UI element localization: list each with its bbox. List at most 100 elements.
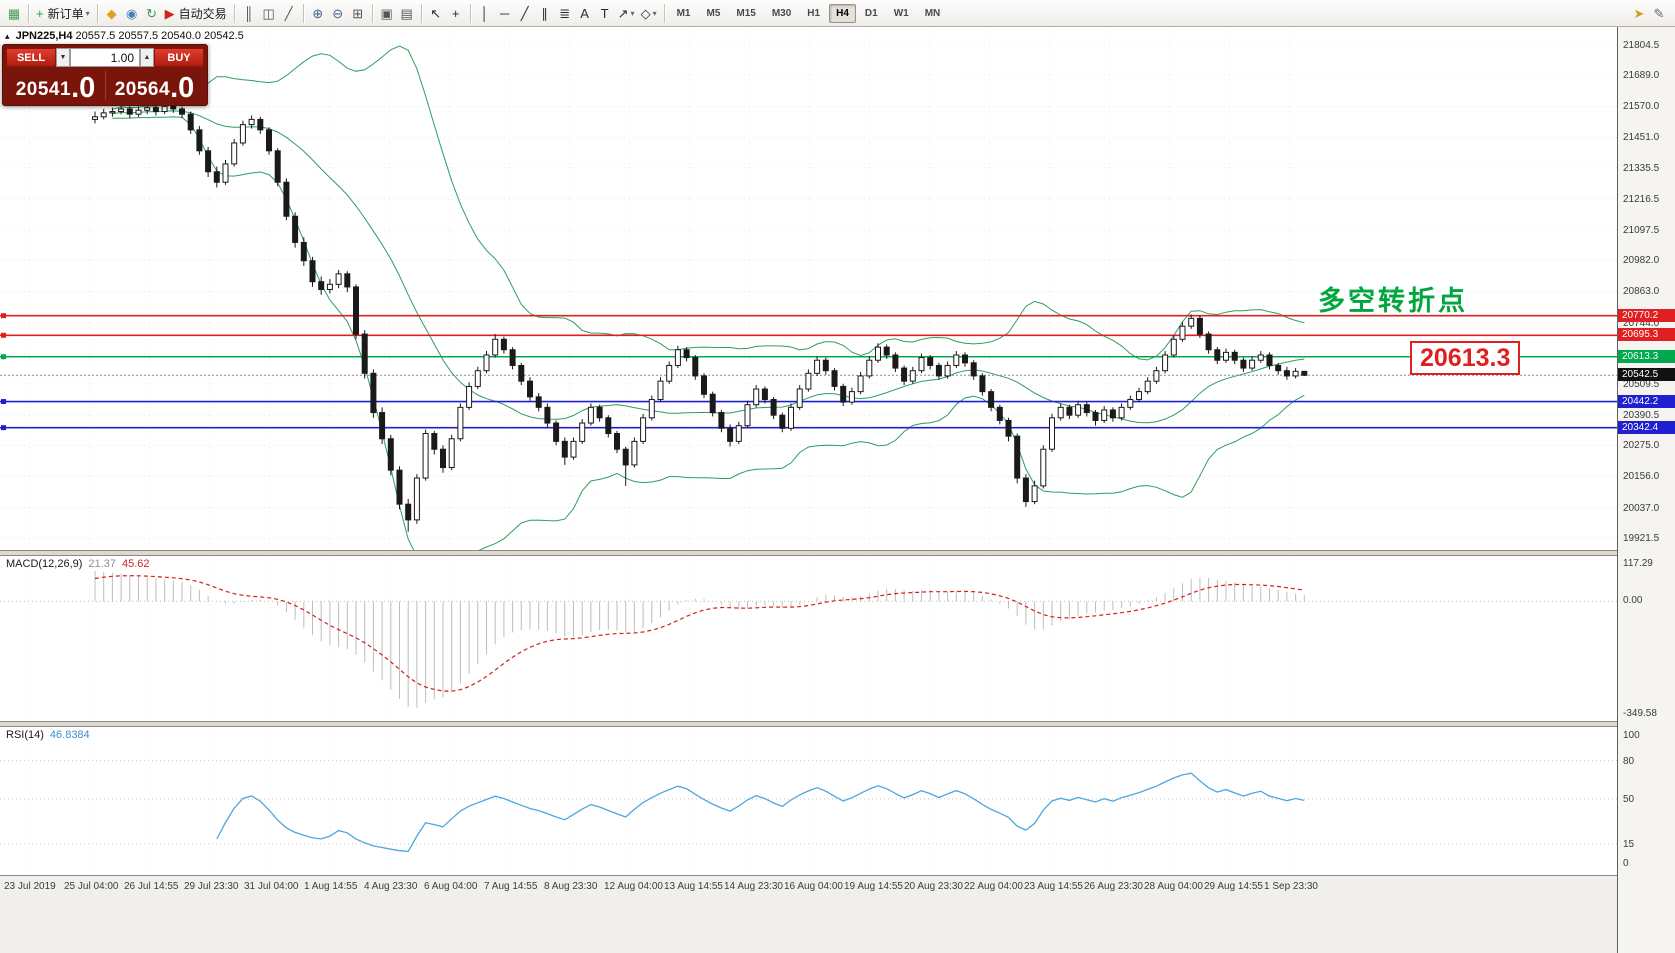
- chevron-down-icon: ▾: [652, 8, 657, 18]
- oneclick-collapse-icon[interactable]: ▴: [5, 31, 10, 41]
- cursor-icon[interactable]: ↖: [426, 2, 446, 24]
- buy-price[interactable]: 20564.0: [114, 72, 195, 105]
- text-icon[interactable]: A: [575, 2, 595, 24]
- fibonacci-icon: ≣: [559, 5, 571, 21]
- toolbar-separator: [28, 3, 29, 23]
- toolbar-separator: [302, 3, 304, 23]
- timeframe-m5[interactable]: M5: [706, 7, 721, 19]
- time-axis-label: 25 Jul 04:00: [64, 881, 119, 892]
- zoom-in-icon[interactable]: ⊕: [308, 2, 328, 24]
- buy-button[interactable]: BUY: [154, 48, 204, 67]
- macd-panel[interactable]: MACD(12,26,9) 21.37 45.62: [0, 556, 1617, 721]
- sell-button[interactable]: SELL: [6, 48, 56, 67]
- fibonacci-icon[interactable]: ≣: [555, 2, 575, 24]
- shapes-icon[interactable]: ◇ ▾: [638, 2, 660, 24]
- timeframe-m1[interactable]: M1: [676, 7, 691, 19]
- bollinger-middle: [112, 110, 1305, 424]
- timeframe-h4[interactable]: H4: [829, 3, 856, 23]
- candlestick-chart[interactable]: [0, 27, 1617, 550]
- price-axis-label: 0: [1623, 858, 1629, 869]
- arrows-icon[interactable]: ↗ ▾: [615, 2, 638, 24]
- cascade-windows-icon[interactable]: ▤: [397, 2, 417, 24]
- volume-down-button[interactable]: ▼: [56, 48, 70, 67]
- crosshair-icon[interactable]: +: [446, 2, 466, 24]
- autotrading-button[interactable]: ▶ 自动交易: [162, 2, 230, 24]
- timeframe-m30[interactable]: M30: [771, 7, 792, 19]
- price-axis-label: 20744.0: [1623, 317, 1660, 329]
- time-axis-label: 22 Aug 04:00: [964, 881, 1023, 892]
- price-tag[interactable]: 20695.3: [1618, 328, 1675, 342]
- horizontal-line-icon: ─: [500, 5, 510, 21]
- arrange-windows-icon[interactable]: ▣: [377, 2, 397, 24]
- price-tag[interactable]: 20613.3: [1618, 349, 1675, 363]
- time-axis: 23 Jul 2019 25 Jul 04:00 26 Jul 14:55 29 Ju…: [0, 875, 1617, 897]
- line-chart-icon[interactable]: ╱: [279, 2, 299, 24]
- cascade-windows-icon: ▤: [400, 5, 413, 21]
- volume-input[interactable]: 1.00: [70, 48, 140, 67]
- time-axis-label: 14 Aug 23:30: [724, 881, 783, 892]
- chart-window: ▴ JPN225,H4 20557.5 20557.5 20540.0 2054…: [0, 27, 1675, 953]
- bollinger-upper: [112, 45, 1305, 361]
- rsi-panel[interactable]: RSI(14) 46.8384: [0, 727, 1617, 875]
- timeframe-h1[interactable]: H1: [807, 7, 821, 19]
- new-order-button-label: 新订单: [47, 6, 84, 21]
- profiles-icon[interactable]: ◆: [102, 2, 122, 24]
- price-tag[interactable]: 20542.5: [1618, 368, 1675, 382]
- bar-chart-icon[interactable]: ║: [239, 2, 259, 24]
- toolbar-separator: [469, 3, 471, 23]
- new-order-button[interactable]: + 新订单 ▾: [33, 2, 93, 24]
- tile-windows-icon[interactable]: ⊞: [348, 2, 368, 24]
- time-axis-label: 29 Aug 14:55: [1204, 881, 1263, 892]
- bottom-strip: [0, 897, 1617, 953]
- panel-splitter[interactable]: [0, 550, 1617, 556]
- new-chart-button[interactable]: ▦: [4, 2, 24, 24]
- time-axis-label: 31 Jul 04:00: [244, 881, 299, 892]
- zoom-out-icon[interactable]: ⊖: [328, 2, 348, 24]
- price-tag[interactable]: 20342.4: [1618, 420, 1675, 434]
- timeframe-mn[interactable]: MN: [924, 7, 941, 19]
- text-icon: A: [580, 5, 589, 21]
- profiles-icon: ◆: [106, 5, 117, 21]
- sell-price[interactable]: 20541.0: [15, 72, 96, 105]
- candlestick-chart-icon[interactable]: ◫: [259, 2, 279, 24]
- macd-chart[interactable]: [0, 556, 1617, 721]
- arrows-icon: ↗: [617, 5, 629, 21]
- price-callout-label[interactable]: 20613.3: [1410, 341, 1521, 375]
- market-watch-icon[interactable]: ◉: [122, 2, 142, 24]
- label-icon[interactable]: T: [595, 2, 615, 24]
- main-chart-panel[interactable]: ▴ JPN225,H4 20557.5 20557.5 20540.0 2054…: [0, 27, 1617, 550]
- edit-icon: ✎: [1653, 5, 1665, 21]
- time-axis-label: 8 Aug 23:30: [544, 881, 598, 892]
- price-axis-label: 0.00: [1623, 595, 1643, 607]
- panel-divider: [105, 71, 106, 100]
- price-axis-label: 20509.5: [1623, 378, 1660, 390]
- panel-splitter[interactable]: [0, 721, 1617, 727]
- timeframe-d1[interactable]: D1: [864, 7, 878, 19]
- new-order-button-icon: +: [36, 5, 44, 21]
- arrange-windows-icon: ▣: [380, 5, 393, 21]
- chevron-down-icon: ▾: [630, 8, 635, 18]
- rsi-label: RSI(14) 46.8384: [6, 729, 90, 741]
- edit-icon[interactable]: ✎: [1649, 2, 1669, 24]
- quick-message-icon: ➤: [1633, 5, 1645, 21]
- toolbar-separator: [96, 3, 98, 23]
- vertical-line-icon: │: [480, 5, 489, 21]
- price-axis-label: 20863.0: [1623, 286, 1660, 298]
- chart-text-annotation[interactable]: 多空转折点: [1318, 286, 1468, 316]
- refresh-icon: ↻: [146, 5, 158, 21]
- vertical-line-icon[interactable]: │: [475, 2, 495, 24]
- timeframe-w1[interactable]: W1: [893, 7, 909, 19]
- channel-icon[interactable]: ∥: [535, 2, 555, 24]
- macd-label: MACD(12,26,9) 21.37 45.62: [6, 558, 150, 570]
- price-tag[interactable]: 20770.2: [1618, 308, 1675, 322]
- trendline-icon[interactable]: ╱: [515, 2, 535, 24]
- time-axis-label: 29 Jul 23:30: [184, 881, 239, 892]
- price-axis: 21804.5 21689.0 21570.0 21451.0 21335.5 21216…: [1617, 27, 1675, 953]
- timeframe-m15[interactable]: M15: [736, 7, 756, 19]
- quick-message-icon[interactable]: ➤: [1629, 2, 1649, 24]
- volume-up-button[interactable]: ▲: [140, 48, 154, 67]
- horizontal-line-icon[interactable]: ─: [495, 2, 515, 24]
- rsi-chart[interactable]: [0, 727, 1617, 875]
- refresh-icon[interactable]: ↻: [142, 2, 162, 24]
- price-tag[interactable]: 20442.2: [1618, 394, 1675, 408]
